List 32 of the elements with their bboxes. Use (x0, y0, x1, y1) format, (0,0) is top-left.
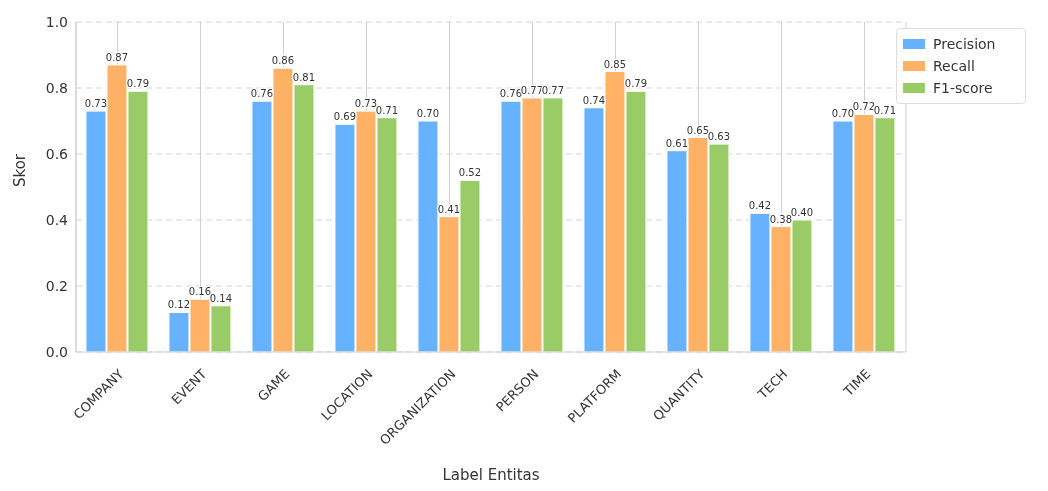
data-label: 0.70 (831, 108, 855, 119)
data-label: 0.70 (416, 108, 440, 119)
y-axis-title: Skor (11, 153, 30, 187)
y-tick-label: 1.0 (45, 13, 68, 30)
data-label: 0.87 (105, 51, 129, 63)
data-label: 0.12 (167, 299, 191, 311)
data-label: 0.52 (458, 167, 482, 179)
data-label: 0.63 (707, 131, 731, 143)
data-label: 0.74 (582, 94, 606, 106)
y-tick-label: 0.2 (45, 277, 68, 294)
y-tick-label: 0.8 (45, 79, 68, 96)
data-label: 0.77 (541, 84, 565, 96)
legend-label: F1-score (933, 79, 993, 98)
data-label: 0.40 (790, 207, 814, 218)
legend-label: Precision (933, 35, 996, 54)
y-tick-label: 0.0 (45, 343, 68, 360)
data-label: 0.42 (748, 200, 772, 212)
data-label: 0.76 (250, 88, 274, 100)
data-label: 0.81 (292, 71, 316, 83)
data-label: 0.86 (271, 55, 295, 67)
data-label: 0.69 (333, 111, 357, 123)
y-tick-label: 0.4 (45, 211, 69, 228)
data-label: 0.79 (126, 78, 150, 90)
y-tick-label: 0.6 (45, 145, 69, 162)
data-label: 0.61 (665, 137, 689, 149)
x-axis-title: Label Entitas (442, 466, 540, 484)
data-label: 0.85 (603, 58, 627, 70)
data-label: 0.71 (873, 104, 897, 116)
legend-label: Recall (933, 57, 975, 76)
data-label: 0.41 (437, 203, 461, 215)
data-label: 0.79 (624, 78, 648, 90)
data-label: 0.73 (84, 98, 108, 110)
